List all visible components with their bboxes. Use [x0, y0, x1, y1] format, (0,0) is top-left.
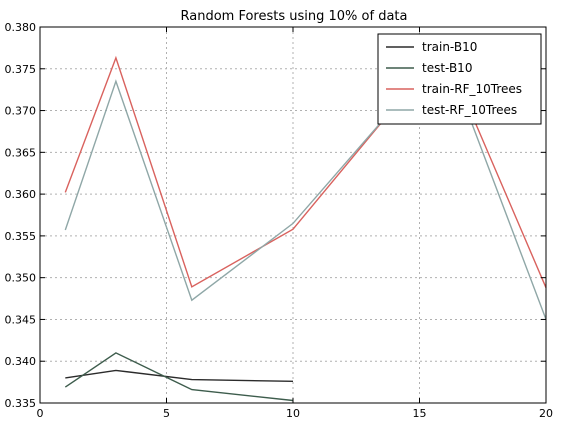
y-tick-label: 0.350: [5, 272, 37, 285]
legend-label: test-RF_10Trees: [422, 103, 517, 117]
y-tick-label: 0.335: [5, 397, 37, 410]
series-line-0: [65, 369, 294, 382]
legend: train-B10 test-B10 train-RF_10Trees test-RF…: [377, 33, 542, 125]
x-tick-label: 5: [163, 407, 170, 420]
legend-box: [377, 33, 542, 125]
x-tick-label: 0: [37, 407, 44, 420]
y-tick-label: 0.370: [5, 105, 37, 118]
y-axis: 0.335 0.340 0.345 0.350 0.355 0.360 0.365 0.370…: [5, 21, 546, 410]
y-tick-label: 0.355: [5, 230, 37, 243]
y-tick-label: 0.345: [5, 313, 37, 326]
x-axis: 0 5 10 15 20: [37, 27, 553, 420]
legend-label: test-B10: [422, 61, 472, 75]
x-tick-label: 10: [286, 407, 300, 420]
series-line-1: [64, 352, 294, 402]
y-tick-label: 0.360: [5, 188, 37, 201]
chart-title: Random Forests using 10% of data: [181, 9, 408, 24]
y-tick-label: 0.365: [5, 146, 37, 159]
legend-label: train-B10: [422, 40, 477, 54]
y-tick-label: 0.375: [5, 63, 37, 76]
y-tick-label: 0.380: [5, 21, 37, 34]
legend-label: train-RF_10Trees: [422, 82, 522, 96]
x-tick-label: 20: [539, 407, 553, 420]
y-tick-label: 0.340: [5, 355, 37, 368]
x-tick-label: 15: [413, 407, 427, 420]
